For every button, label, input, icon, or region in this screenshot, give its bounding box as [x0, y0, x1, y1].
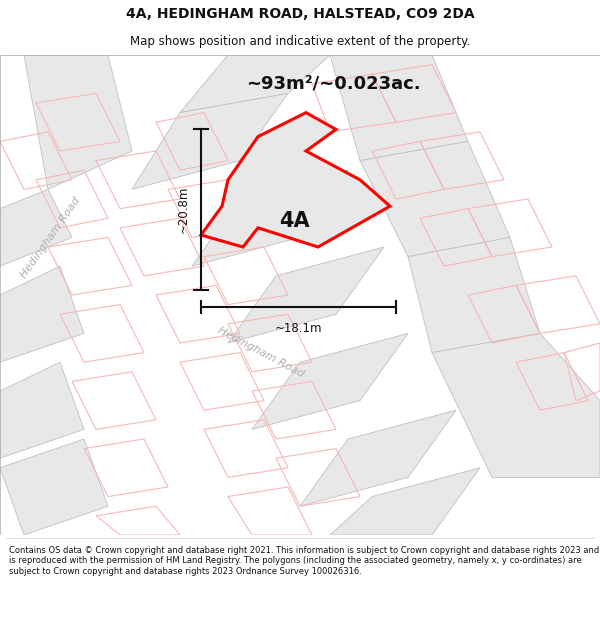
Polygon shape [180, 55, 330, 112]
Text: ~93m²/~0.023ac.: ~93m²/~0.023ac. [245, 75, 421, 92]
Text: Hedingham Road: Hedingham Road [19, 195, 83, 280]
Polygon shape [201, 112, 390, 247]
Polygon shape [360, 141, 510, 257]
Polygon shape [300, 410, 456, 506]
Text: 4A: 4A [278, 211, 310, 231]
Polygon shape [0, 362, 84, 458]
Polygon shape [0, 439, 108, 535]
Polygon shape [432, 333, 600, 478]
Polygon shape [24, 55, 132, 189]
Text: ~18.1m: ~18.1m [275, 322, 322, 335]
Polygon shape [330, 468, 480, 535]
Polygon shape [408, 238, 540, 352]
Text: ~20.8m: ~20.8m [176, 186, 190, 234]
Polygon shape [252, 333, 408, 429]
Polygon shape [192, 170, 348, 266]
Polygon shape [330, 55, 468, 161]
Polygon shape [0, 189, 72, 266]
Text: Map shows position and indicative extent of the property.: Map shows position and indicative extent… [130, 35, 470, 48]
Text: Contains OS data © Crown copyright and database right 2021. This information is : Contains OS data © Crown copyright and d… [9, 546, 599, 576]
Polygon shape [0, 266, 84, 362]
Text: Hedingham Road: Hedingham Road [216, 326, 306, 379]
Text: 4A, HEDINGHAM ROAD, HALSTEAD, CO9 2DA: 4A, HEDINGHAM ROAD, HALSTEAD, CO9 2DA [125, 7, 475, 21]
Polygon shape [132, 93, 288, 189]
Polygon shape [228, 247, 384, 343]
